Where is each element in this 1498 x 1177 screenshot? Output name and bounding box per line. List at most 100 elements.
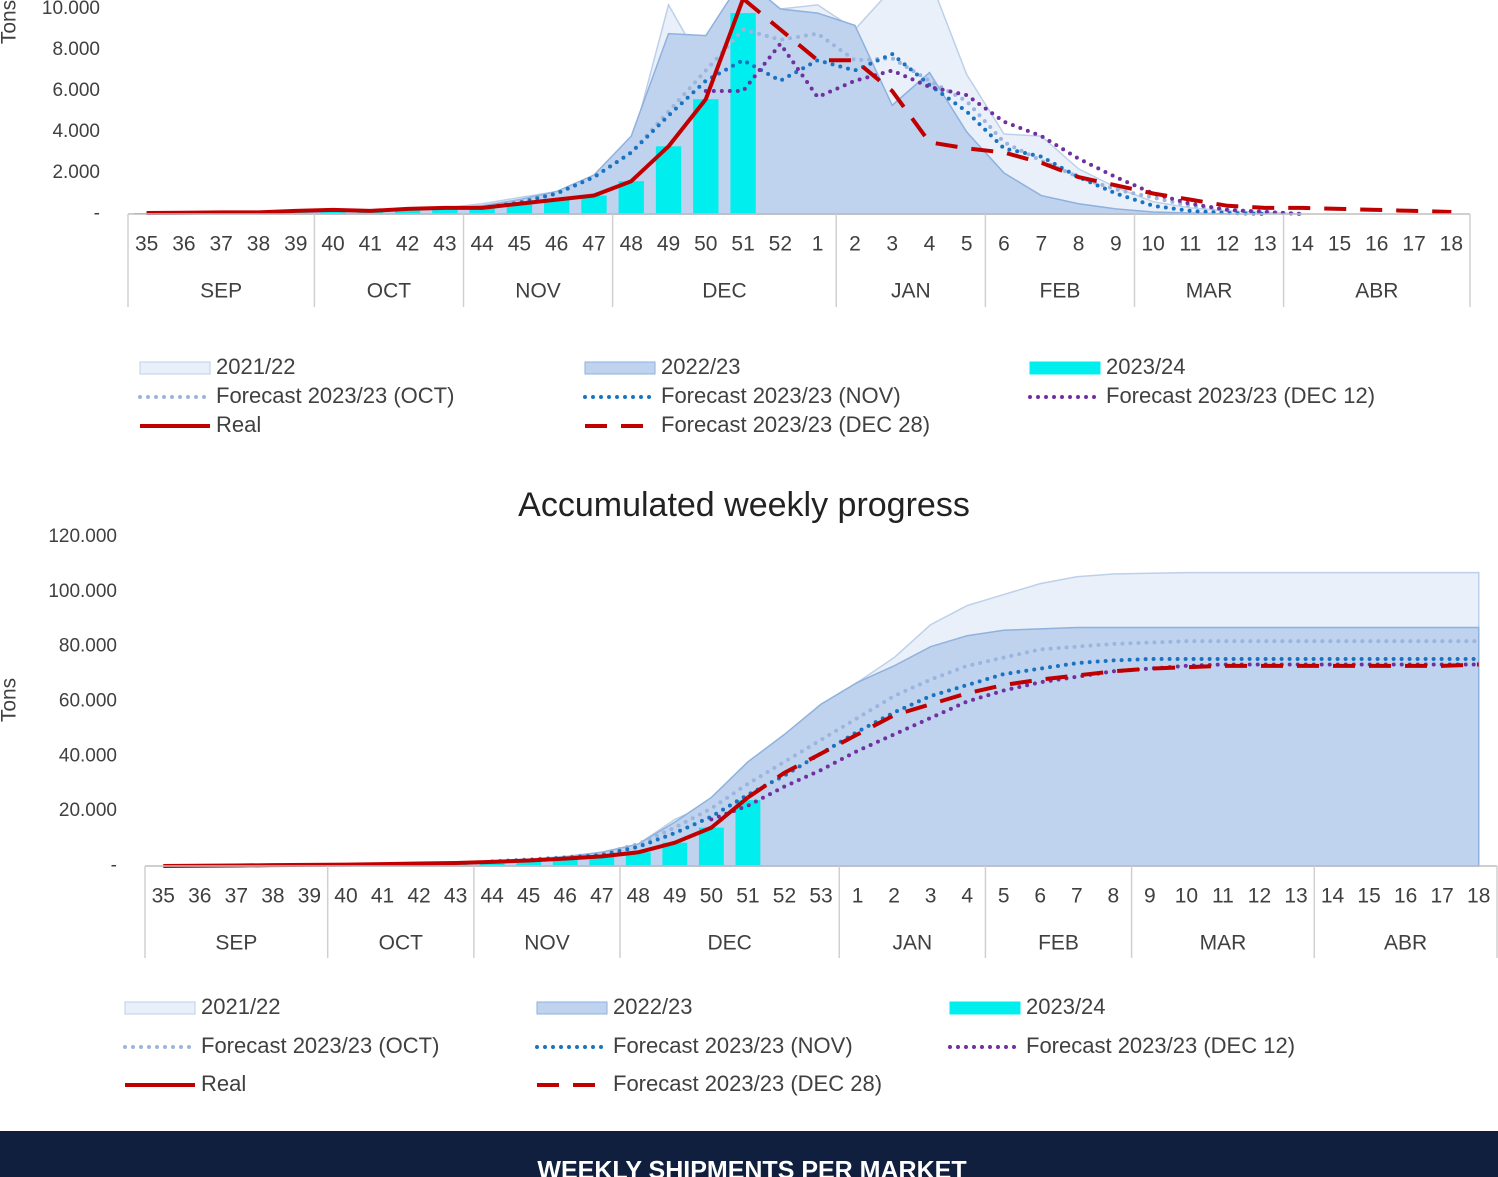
x-tick-label: 9	[1110, 233, 1122, 256]
line	[490, 657, 1481, 864]
x-tick-label: 10	[1141, 233, 1164, 256]
y-tick-label: 20.000	[59, 800, 117, 821]
y-tick-label: -	[111, 855, 117, 876]
month-label: NOV	[524, 932, 570, 955]
bar	[320, 209, 346, 214]
month-label: DEC	[702, 280, 746, 303]
bar	[730, 13, 756, 214]
x-tick-label: 5	[961, 233, 973, 256]
x-tick-label: 48	[620, 233, 643, 256]
x-tick-label: 38	[247, 233, 270, 256]
x-tick-label: 6	[998, 233, 1010, 256]
legend-label: Forecast 2023/23 (DEC 28)	[661, 412, 930, 437]
y-tick-label: 4.000	[52, 121, 100, 142]
month-label: FEB	[1040, 280, 1081, 303]
legend-label: 2021/22	[216, 354, 296, 379]
footer-bar	[0, 1131, 1498, 1177]
x-tick-label: 50	[700, 885, 723, 908]
legend-label: Forecast 2023/23 (DEC 28)	[613, 1071, 882, 1096]
x-tick-label: 47	[582, 233, 605, 256]
x-tick-label: 7	[1035, 233, 1047, 256]
x-tick-label: 7	[1071, 885, 1083, 908]
x-tick-label: 49	[663, 885, 686, 908]
legend-label: Forecast 2023/23 (NOV)	[613, 1033, 853, 1058]
x-tick-label: 8	[1107, 885, 1119, 908]
x-tick-label: 15	[1328, 233, 1351, 256]
y-tick-label: 6.000	[52, 80, 100, 101]
month-label: MAR	[1200, 932, 1247, 955]
y-tick-label: 2.000	[52, 162, 100, 183]
month-label: SEP	[215, 932, 257, 955]
y-tick-label: -	[94, 203, 100, 224]
month-label: ABR	[1384, 932, 1427, 955]
y-tick-label: 10.000	[42, 0, 100, 19]
line	[480, 52, 1267, 216]
bar	[432, 207, 458, 214]
x-tick-label: 4	[924, 233, 936, 256]
month-label: OCT	[379, 932, 424, 955]
x-tick-label: 1	[852, 885, 864, 908]
line	[480, 27, 1305, 216]
month-label: FEB	[1038, 932, 1079, 955]
x-tick-label: 2	[849, 233, 861, 256]
bar	[479, 861, 505, 866]
bar	[581, 195, 607, 214]
y-axis-label: Tons	[0, 0, 21, 44]
x-tick-label: 18	[1467, 885, 1490, 908]
x-tick-label: 42	[396, 233, 419, 256]
x-tick-label: 11	[1180, 233, 1202, 256]
x-tick-label: 42	[407, 885, 430, 908]
x-tick-label: 16	[1394, 885, 1417, 908]
line	[490, 639, 1481, 864]
legend-label: 2023/24	[1026, 994, 1106, 1019]
x-tick-label: 38	[261, 885, 284, 908]
bar	[693, 99, 719, 214]
x-tick-label: 3	[925, 885, 937, 908]
bar	[589, 856, 615, 866]
bar	[516, 860, 542, 866]
bar	[544, 199, 570, 214]
x-tick-label: 16	[1365, 233, 1388, 256]
bar	[735, 800, 761, 866]
y-tick-label: 80.000	[59, 636, 117, 657]
x-tick-label: 14	[1291, 233, 1315, 256]
legend-label: Real	[216, 412, 261, 437]
month-label: JAN	[893, 932, 933, 955]
x-tick-label: 1	[812, 233, 824, 256]
y-tick-label: 40.000	[59, 745, 117, 766]
bar	[625, 852, 651, 866]
x-tick-label: 37	[210, 233, 233, 256]
line	[741, 0, 1452, 214]
legend-label: 2022/23	[613, 994, 693, 1019]
x-tick-label: 6	[1034, 885, 1046, 908]
x-tick-label: 36	[172, 233, 195, 256]
x-tick-label: 12	[1248, 885, 1271, 908]
x-tick-label: 44	[470, 233, 494, 256]
legend-label: Forecast 2023/23 (NOV)	[661, 383, 901, 408]
month-label: ABR	[1355, 280, 1398, 303]
x-tick-label: 2	[888, 885, 900, 908]
bar	[698, 827, 724, 866]
x-tick-label: 5	[998, 885, 1010, 908]
month-label: SEP	[200, 280, 242, 303]
x-tick-label: 12	[1216, 233, 1239, 256]
legend-swatch	[124, 1001, 196, 1015]
x-tick-label: 35	[135, 233, 158, 256]
x-tick-label: 4	[961, 885, 973, 908]
x-tick-label: 3	[886, 233, 898, 256]
x-tick-label: 41	[359, 233, 382, 256]
x-tick-label: 45	[517, 885, 540, 908]
legend-label: Forecast 2023/23 (DEC 12)	[1026, 1033, 1295, 1058]
bar	[662, 842, 688, 866]
x-tick-label: 39	[298, 885, 321, 908]
x-tick-label: 15	[1357, 885, 1380, 908]
x-tick-label: 17	[1431, 885, 1454, 908]
month-label: OCT	[367, 280, 412, 303]
month-label: NOV	[515, 280, 561, 303]
x-tick-label: 46	[554, 885, 577, 908]
legend-swatch	[949, 1001, 1021, 1015]
legend-label: 2023/24	[1106, 354, 1186, 379]
footer-title: WEEKLY SHIPMENTS PER MARKET	[537, 1157, 966, 1177]
x-tick-label: 49	[657, 233, 680, 256]
